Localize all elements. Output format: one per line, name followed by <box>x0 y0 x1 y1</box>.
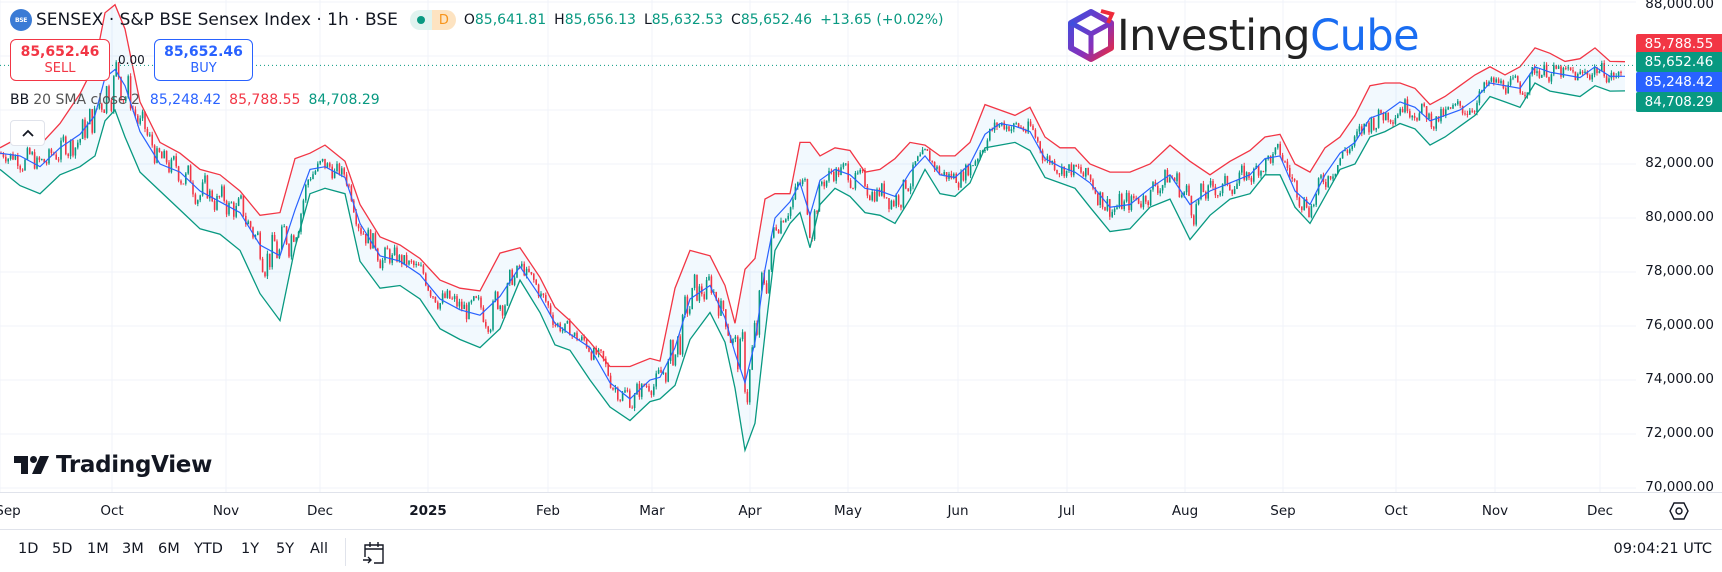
time-axis[interactable]: Sep Oct Nov Dec 2025 Feb Mar Apr May Jun Jul Aug Sep… <box>0 492 1722 528</box>
price-axis-tick: 80,000.00 <box>1645 209 1714 225</box>
range-button-1y[interactable]: 1Y <box>241 541 260 557</box>
buy-label: BUY <box>190 60 217 76</box>
investingcube-watermark: Investing Cube <box>1065 8 1420 64</box>
price-axis-tick: 70,000.00 <box>1645 479 1714 495</box>
cube-logo-icon <box>1068 9 1115 62</box>
utc-clock[interactable]: 09:04:21 UTC <box>1613 541 1712 557</box>
price-axis-tick: 76,000.00 <box>1645 317 1714 333</box>
tradingview-logo[interactable]: TradingView <box>14 452 212 478</box>
price-axis-tick: 88,000.00 <box>1645 0 1714 12</box>
sell-label: SELL <box>44 60 76 76</box>
indicator-name: BB <box>10 92 30 108</box>
time-axis-label: Dec <box>1586 503 1614 519</box>
sell-button[interactable]: 85,652.46 SELL <box>10 39 110 81</box>
basis-line <box>0 66 1625 400</box>
basis-price-tag: 85,248.42 <box>1636 72 1722 92</box>
time-axis-label: 2025 <box>409 503 447 519</box>
upper-band-price-tag: 85,788.55 <box>1636 34 1722 54</box>
ohlc-close: C 85,652.46 <box>731 12 813 28</box>
upper-band-line <box>0 3 1626 368</box>
chart-pane[interactable] <box>0 0 1636 492</box>
time-axis-label: Sep <box>0 503 21 519</box>
time-axis-label: Oct <box>100 503 124 519</box>
time-axis-label: Nov <box>1481 503 1509 519</box>
time-axis-label: Dec <box>306 503 334 519</box>
symbol-legend: BSE SENSEX · S&P BSE Sensex Index · 1h ·… <box>10 8 943 32</box>
chart-grid <box>0 0 1636 492</box>
watermark-text-cube: Cube <box>1310 11 1420 61</box>
bottom-toolbar: 1D 5D 1M 3M 6M YTD 1Y 5Y All 09:04:21 UTC <box>0 529 1722 572</box>
time-axis-label: Jul <box>1058 503 1076 519</box>
buy-price: 85,652.46 <box>164 43 243 60</box>
time-axis-label: Feb <box>536 503 560 519</box>
chart-settings-icon[interactable] <box>1668 500 1690 522</box>
sell-price: 85,652.46 <box>20 43 100 60</box>
go-to-date-calendar-icon[interactable] <box>362 539 386 565</box>
tradingview-logo-icon <box>14 456 49 474</box>
watermark-text-investing: Investing <box>1117 11 1311 61</box>
last-price-tag: 85,652.46 <box>1636 52 1722 72</box>
time-axis-label: Jun <box>947 503 969 519</box>
price-axis-tick: 74,000.00 <box>1645 371 1714 387</box>
ohlc-low: L 85,632.53 <box>643 12 724 28</box>
range-button-1d[interactable]: 1D <box>18 541 39 557</box>
chevron-up-icon <box>21 129 34 137</box>
delayed-data-badge: D <box>431 10 456 30</box>
time-axis-label: Oct <box>1384 503 1408 519</box>
symbol-title[interactable]: SENSEX · S&P BSE Sensex Index · 1h · BSE <box>36 10 398 30</box>
range-button-all[interactable]: All <box>310 541 328 557</box>
buy-button[interactable]: 85,652.46 BUY <box>154 39 253 81</box>
ohlc-open: O 85,641.81 <box>463 12 547 28</box>
time-axis-label: Mar <box>639 503 665 519</box>
price-axis[interactable]: 88,000.00 82,000.00 80,000.00 78,000.00 76,0… <box>1636 0 1722 495</box>
time-axis-label: Apr <box>738 503 762 519</box>
lower-band-price-tag: 84,708.29 <box>1636 92 1722 112</box>
bse-logo-icon: BSE <box>10 9 32 31</box>
price-axis-tick: 72,000.00 <box>1645 425 1714 441</box>
collapse-legend-button[interactable] <box>10 120 45 146</box>
time-axis-label: May <box>834 503 862 519</box>
market-status-badge[interactable]: D <box>409 10 456 30</box>
indicator-lower-value: 84,708.29 <box>308 92 380 108</box>
price-axis-tick: 82,000.00 <box>1645 155 1714 171</box>
price-axis-tick: 78,000.00 <box>1645 263 1714 279</box>
indicator-params: 20 SMA close 2 <box>33 92 140 108</box>
price-chart[interactable] <box>0 0 1636 492</box>
price-change: +13.65 (+0.02%) <box>820 12 944 28</box>
toolbar-divider <box>345 538 346 566</box>
bollinger-bands-legend[interactable]: BB 20 SMA close 2 85,248.42 85,788.55 84… <box>10 92 380 108</box>
lower-band-line <box>0 82 1626 453</box>
ohlc-high: H 85,656.13 <box>554 12 636 28</box>
indicator-upper-value: 85,788.55 <box>229 92 301 108</box>
time-axis-label: Sep <box>1270 503 1296 519</box>
range-button-ytd[interactable]: YTD <box>194 541 223 557</box>
indicator-basis-value: 85,248.42 <box>149 92 222 108</box>
range-button-1m[interactable]: 1M <box>87 541 109 557</box>
market-open-dot-icon <box>409 10 432 30</box>
time-axis-label: Nov <box>212 503 240 519</box>
range-button-5y[interactable]: 5Y <box>276 541 295 557</box>
time-axis-label: Aug <box>1171 503 1199 519</box>
range-button-6m[interactable]: 6M <box>158 541 180 557</box>
spread-value: 0.00 <box>118 53 145 67</box>
bollinger-band-fill <box>0 4 1625 451</box>
range-button-3m[interactable]: 3M <box>122 541 144 557</box>
range-button-5d[interactable]: 5D <box>52 541 73 557</box>
